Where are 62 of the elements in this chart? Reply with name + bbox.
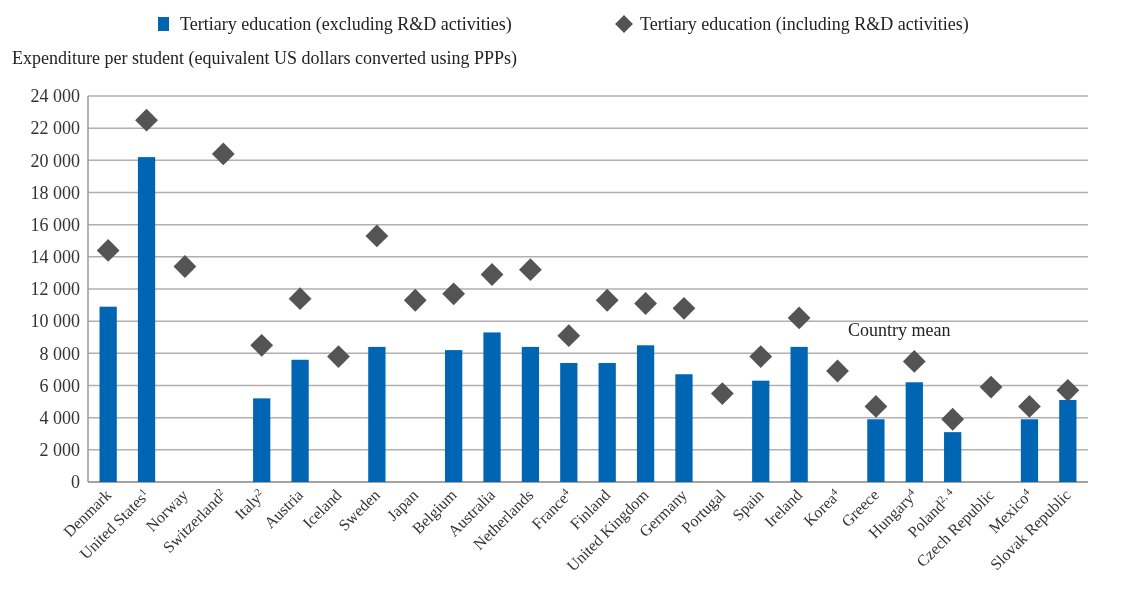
bar	[99, 306, 117, 482]
bar	[368, 346, 386, 482]
point	[672, 296, 696, 320]
point	[403, 288, 427, 312]
point	[1056, 378, 1080, 402]
bar	[752, 380, 770, 482]
y-tick-label: 2 000	[39, 440, 80, 461]
y-axis-title: Expenditure per student (equivalent US dollars converted using PPPs)	[12, 48, 517, 69]
point	[902, 349, 926, 373]
point	[864, 395, 888, 418]
y-tick-label: 12 000	[30, 279, 80, 300]
bar	[867, 419, 885, 482]
bar	[1020, 419, 1039, 482]
y-tick-label: 0	[71, 472, 80, 493]
y-tick-label: 8 000	[39, 343, 80, 364]
point	[135, 108, 158, 132]
point	[173, 255, 197, 278]
bar	[905, 382, 923, 482]
bar	[521, 346, 540, 482]
point	[595, 288, 619, 312]
point	[749, 345, 773, 368]
bar	[790, 346, 808, 482]
bar	[598, 362, 616, 482]
point	[557, 324, 581, 348]
bar	[560, 362, 578, 482]
y-tick-label: 20 000	[30, 150, 80, 171]
point	[250, 333, 274, 357]
y-tick-label: 24 000	[30, 86, 80, 107]
annotation: Country mean	[848, 320, 951, 340]
bar	[675, 374, 693, 482]
y-tick-label: 22 000	[30, 118, 80, 139]
point	[634, 292, 657, 315]
point	[979, 375, 1003, 399]
point	[787, 306, 811, 330]
legend-label: Tertiary education (including R&D activities)	[640, 14, 969, 35]
point	[211, 142, 235, 166]
bar	[137, 157, 156, 482]
bar	[253, 398, 271, 482]
point	[96, 239, 120, 262]
y-tick-label: 16 000	[30, 214, 80, 235]
y-tick-label: 18 000	[30, 182, 80, 203]
point	[480, 263, 504, 286]
y-tick-label: 10 000	[30, 311, 80, 332]
legend-label: Tertiary education (excluding R&D activities)	[180, 14, 512, 35]
point	[710, 382, 734, 405]
point	[365, 224, 389, 248]
bar	[1059, 399, 1077, 482]
y-tick-label: 14 000	[30, 247, 80, 268]
bar	[291, 359, 309, 482]
bar	[445, 350, 463, 482]
y-tick-label: 4 000	[39, 407, 80, 428]
point	[1018, 395, 1041, 418]
point	[327, 345, 350, 368]
point	[442, 282, 466, 306]
point	[941, 407, 965, 431]
point	[826, 359, 849, 383]
y-tick-label: 6 000	[39, 375, 80, 396]
point	[288, 287, 312, 311]
bar	[636, 345, 655, 482]
point	[519, 258, 542, 282]
bar	[944, 432, 962, 482]
bar	[483, 332, 501, 482]
